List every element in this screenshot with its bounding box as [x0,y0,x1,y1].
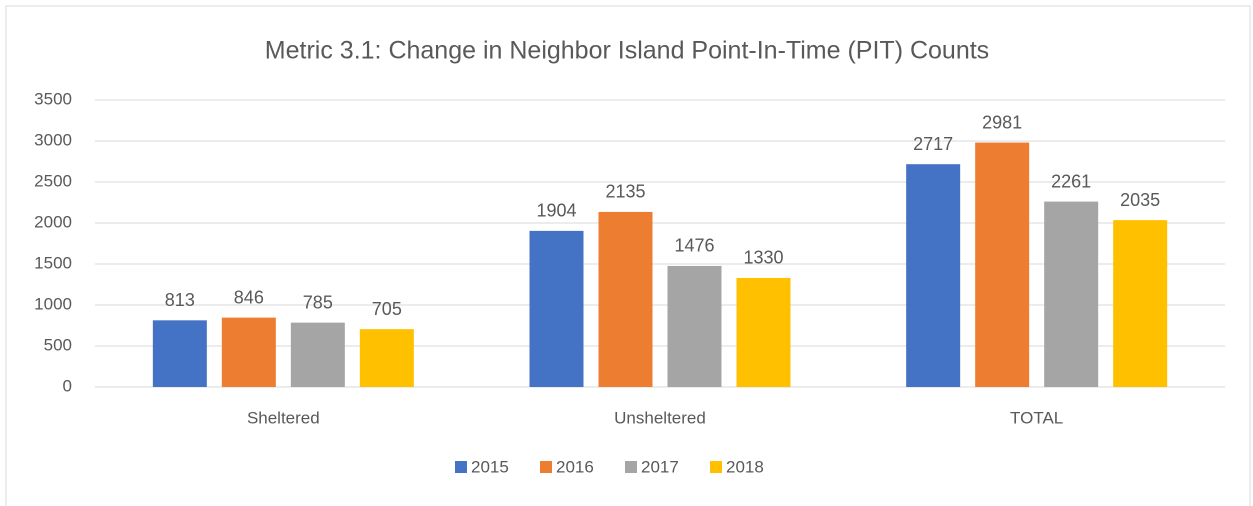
chart-title: Metric 3.1: Change in Neighbor Island Po… [265,37,989,65]
data-label: 2035 [1120,190,1160,210]
data-label: 1476 [674,236,714,256]
legend-label: 2015 [471,457,509,476]
bar [906,164,961,387]
bar [736,277,791,387]
y-tick-label: 2000 [34,212,72,231]
data-label: 2717 [913,134,953,154]
data-label: 1330 [743,248,783,268]
data-label: 2261 [1051,171,1091,191]
data-label: 785 [303,292,333,312]
x-tick-label: TOTAL [1010,408,1063,427]
data-label: 846 [234,287,264,307]
y-tick-label: 1500 [34,253,72,272]
legend-label: 2017 [641,457,679,476]
y-tick-label: 0 [63,376,72,395]
bar [529,230,584,387]
bar [1044,201,1099,387]
data-label: 1904 [536,201,576,221]
legend-swatch [455,461,467,473]
y-tick-label: 3500 [34,89,72,108]
data-label: 705 [372,299,402,319]
bar [1113,220,1168,387]
bar [667,265,722,387]
legend-swatch [540,461,552,473]
legend-swatch [710,461,722,473]
data-label: 2981 [982,112,1022,132]
legend-label: 2016 [556,457,594,476]
x-tick-label: Sheltered [247,408,320,427]
x-tick-label: Unsheltered [614,408,706,427]
bar [152,320,207,387]
data-label: 813 [165,290,195,310]
data-label: 2135 [605,182,645,202]
y-tick-label: 2500 [34,171,72,190]
legend-swatch [625,461,637,473]
bar [598,211,653,387]
bar [359,329,414,387]
bar [290,322,345,387]
y-tick-label: 3000 [34,130,72,149]
legend-label: 2018 [726,457,764,476]
y-tick-label: 1000 [34,294,72,313]
bar [221,317,276,387]
y-tick-label: 500 [44,335,72,354]
bar [975,142,1030,387]
